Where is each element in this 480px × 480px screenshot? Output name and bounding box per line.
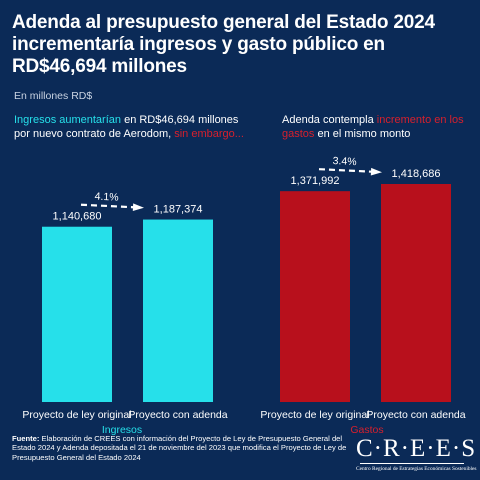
value-label: 1,371,992 [291,175,340,187]
source-label: Fuente: [12,434,40,443]
growth-arrow-line [80,203,141,209]
growth-label: 4.1% [94,191,118,204]
logo-tagline: Centro Regional de Estrategias Económica… [356,466,477,472]
gastos-annotation: Adenda contempla incremento en los gasto… [282,113,472,141]
crees-logo: C·R·E·E·S Centro Regional de Estrategias… [356,435,477,473]
growth-label: 3.4% [332,155,356,168]
gastos-annotation-highlight: incremento en los gastos [282,114,464,140]
value-label: 1,187,374 [154,204,203,216]
chart-title: Adenda al presupuesto general del Estado… [12,12,435,77]
source-footnote: Fuente: Elaboración de CREES con informa… [12,434,352,462]
logo-divider [360,463,464,464]
chart-subtitle: En millones RD$ [14,90,93,102]
bar-gastos-2 [381,184,451,402]
ingresos-annotation-highlight: Ingresos aumentarían [14,114,122,126]
growth-arrow-line [318,168,379,174]
gastos-annotation-lead: Adenda contempla [282,114,377,126]
group-label-ingresos: Ingresos [102,424,142,436]
value-label: 1,140,680 [53,211,102,223]
growth-arrow-head [370,167,382,176]
ingresos-annotation-text: en RD$46,694 millones por nuevo contrato… [14,114,239,140]
bar-ingresos-2 [143,219,213,402]
gastos-annotation-tail: en el mismo monto [314,128,411,140]
category-label: Proyecto de ley original [22,409,131,421]
ingresos-annotation: Ingresos aumentarían en RD$46,694 millon… [14,113,244,141]
category-label: Proyecto con adenda [366,409,465,421]
category-label: Proyecto de ley original [260,409,369,421]
ingresos-annotation-highlight-red: sin embargo... [174,128,244,140]
bar-ingresos-1 [42,226,112,402]
growth-arrow-head [132,203,144,212]
group-label-gastos: Gastos [350,424,383,436]
bar-gastos-1 [280,191,350,402]
category-label: Proyecto con adenda [128,409,227,421]
source-text: Elaboración de CREES con información del… [12,434,347,462]
logo-wordmark: C·R·E·E·S [356,435,477,462]
value-label: 1,418,686 [392,168,441,180]
